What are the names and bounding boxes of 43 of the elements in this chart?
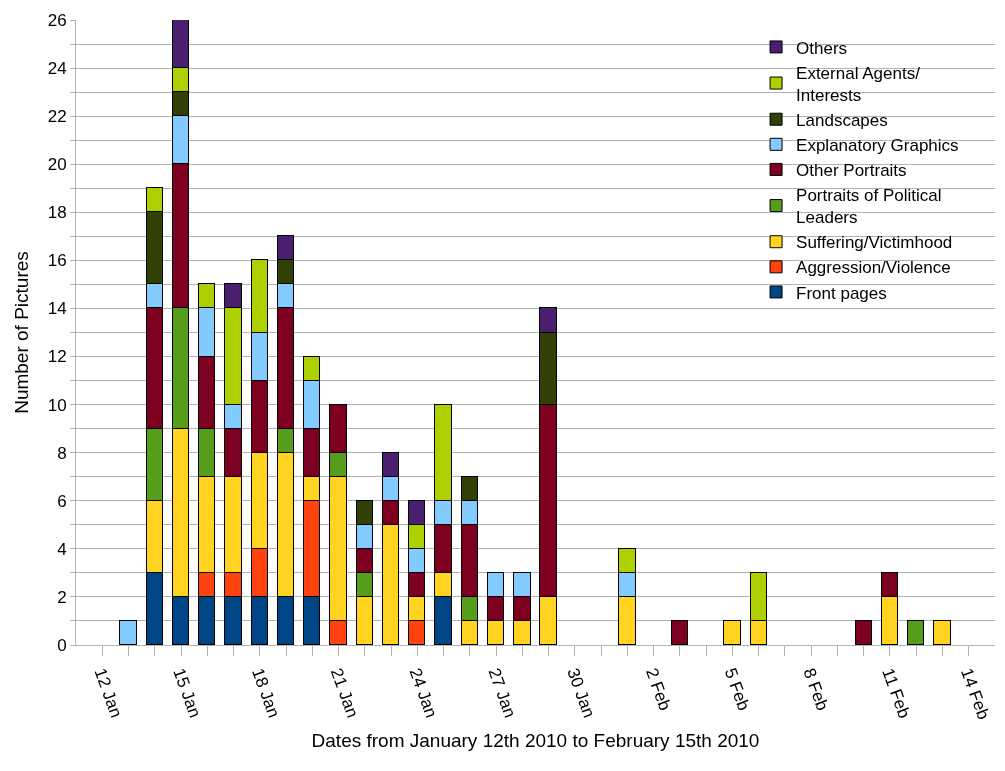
y-tick-label: 6 <box>57 491 67 511</box>
legend-label: Suffering/Victimhood <box>796 233 953 253</box>
y-tick-label: 18 <box>47 203 67 223</box>
x-tick-label: 8 Feb <box>799 665 833 714</box>
x-tick-label: 18 Jan <box>248 665 284 721</box>
legend-label: Landscapes <box>796 110 888 130</box>
y-tick-label: 26 <box>47 10 67 30</box>
y-tick-label: 12 <box>47 347 67 367</box>
y-axis-title: Number of Pictures <box>11 251 32 414</box>
x-tick-label: 2 Feb <box>641 665 675 714</box>
y-tick-label: 4 <box>57 539 67 559</box>
y-tick-label: 10 <box>47 395 67 415</box>
x-axis-title: Dates from January 12th 2010 to February 15th 2010 <box>311 729 760 751</box>
y-tick-label: 24 <box>47 59 67 79</box>
bar <box>933 620 951 645</box>
bar <box>907 620 924 645</box>
legend-label: Aggression/Violence <box>796 258 951 278</box>
bar <box>671 620 688 645</box>
legend-label: Other Portraits <box>796 161 907 181</box>
x-tick-label: 12 Jan <box>90 665 126 721</box>
y-tick-label: 8 <box>57 443 67 463</box>
y-tick-label: 16 <box>47 251 67 271</box>
x-tick-label: 24 Jan <box>405 665 441 721</box>
legend-label: Portraits of Political Leaders <box>796 186 942 228</box>
y-tick-label: 20 <box>47 155 67 175</box>
x-tick-label: 27 Jan <box>484 665 520 721</box>
x-tick-label: 30 Jan <box>563 665 599 721</box>
x-tick-label: 14 Feb <box>956 665 993 722</box>
x-tick-label: 15 Jan <box>169 665 205 721</box>
bar <box>855 620 872 645</box>
y-tick-label: 0 <box>57 635 67 655</box>
legend-label: Front pages <box>796 283 887 303</box>
legend-label: Others <box>796 38 848 58</box>
x-tick-label: 11 Feb <box>878 665 914 721</box>
bar <box>119 620 137 645</box>
bar <box>723 620 741 645</box>
y-tick-label: 22 <box>47 107 67 127</box>
legend-label: External Agents/ Interests <box>796 63 921 105</box>
x-tick-label: 21 Jan <box>326 665 363 721</box>
legend-label: Explanatory Graphics <box>796 135 959 155</box>
x-tick-label: 5 Feb <box>720 665 754 714</box>
y-tick-label: 14 <box>47 299 67 319</box>
y-tick-label: 2 <box>57 587 67 607</box>
